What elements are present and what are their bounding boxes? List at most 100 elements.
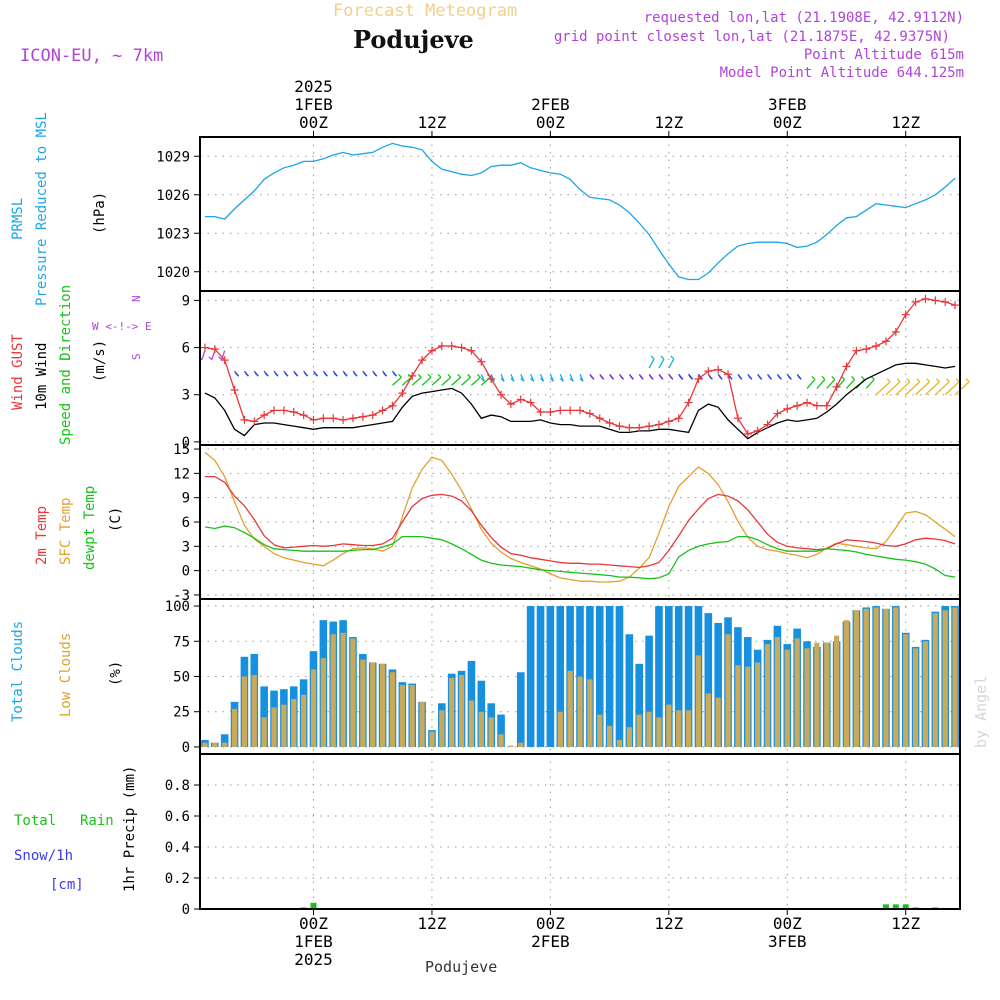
- rain-bar: [310, 902, 317, 909]
- low-cloud-bar: [873, 607, 879, 747]
- time-label-top: 00Z: [773, 113, 802, 132]
- low-cloud-bar: [676, 710, 682, 747]
- rain-bar: [902, 904, 909, 909]
- wind-flags-yellow-c: [875, 378, 970, 396]
- temp2m-line: [204, 475, 956, 569]
- gust-marker: [595, 414, 604, 423]
- gust-marker: [220, 356, 229, 365]
- low-cloud-bar: [291, 699, 297, 747]
- wind-flags-purple-b: [678, 373, 802, 380]
- total-cloud-bar: [625, 634, 634, 747]
- time-label-top: 2FEB: [531, 95, 570, 114]
- low-cloud-bar: [824, 642, 830, 747]
- total-clouds-label: Total Clouds: [10, 621, 26, 722]
- gust-marker: [270, 406, 279, 415]
- wind-barb-head: [639, 375, 644, 380]
- low-cloud-bar: [863, 608, 869, 747]
- low-cloud-bar: [774, 637, 781, 747]
- wind-barb-head: [304, 372, 309, 377]
- wind-barb: [826, 378, 836, 389]
- wind-barb-head: [447, 373, 452, 378]
- low-cloud-bar: [449, 677, 455, 747]
- low-cloud-bar: [715, 697, 721, 747]
- wind-barb-head: [600, 375, 605, 380]
- wind-barb-head: [787, 375, 792, 380]
- wind-barb-head: [811, 375, 816, 380]
- wind-barb-head: [650, 355, 655, 360]
- total-cloud-bar: [546, 606, 555, 747]
- low-cloud-bar: [212, 742, 218, 747]
- low-cloud-bar: [478, 711, 484, 747]
- wind-barb: [816, 378, 826, 389]
- wind-barb-head: [373, 372, 378, 377]
- wind-barb: [905, 381, 921, 396]
- time-label-top: 1FEB: [294, 95, 333, 114]
- rain-label-b: Rain: [80, 813, 114, 829]
- gust-marker: [615, 422, 624, 431]
- temp2m-label: 2m Temp: [34, 506, 50, 565]
- time-label-top: 2025: [294, 77, 333, 96]
- wind-barb-head: [314, 372, 318, 377]
- wind-barb-head: [363, 372, 368, 377]
- gust-marker: [398, 389, 407, 398]
- wind-barb-head: [510, 377, 515, 382]
- wind-barb-head: [383, 372, 388, 377]
- wind-barb-head: [244, 372, 249, 377]
- gust-marker: [674, 414, 683, 423]
- wind-barb-head: [831, 375, 836, 380]
- gust-label: Wind GUST: [10, 334, 26, 410]
- total-cloud-bar: [704, 613, 713, 747]
- wind-barb: [461, 376, 471, 386]
- time-label-top: 12Z: [891, 113, 920, 132]
- gust-marker: [388, 401, 397, 410]
- gust-marker: [803, 398, 812, 407]
- gust-marker: [872, 342, 881, 350]
- wind-barb: [201, 350, 206, 360]
- time-label-bottom: 3FEB: [768, 932, 807, 951]
- low-cloud-bar: [379, 663, 386, 747]
- low-cloud-bar: [301, 694, 307, 747]
- gust-marker: [724, 370, 733, 379]
- gust-marker: [576, 406, 584, 415]
- total-cloud-bar: [635, 663, 644, 747]
- total-cloud-bar: [674, 606, 683, 747]
- pressure-panel: 1020 1023 1026 1029: [156, 137, 960, 291]
- gust-marker: [822, 401, 831, 410]
- precip-panel: 0 0.2 0.4 0.6 0.8: [165, 754, 960, 918]
- gust-marker: [437, 342, 446, 350]
- gust-marker: [348, 414, 357, 423]
- low-cloud-bar: [705, 693, 711, 747]
- gust-marker: [309, 415, 318, 424]
- dewpt-label: dewpt Temp: [82, 486, 98, 570]
- page-title: Podujeve: [353, 25, 474, 54]
- temp-ytick-label: 6: [182, 515, 190, 531]
- wind-barb: [885, 381, 901, 396]
- low-cloud-bar: [468, 700, 475, 747]
- gust-marker: [684, 398, 693, 407]
- gust-marker: [891, 327, 900, 336]
- low-cloud-bar: [932, 613, 938, 747]
- low-cloud-bar: [281, 704, 287, 747]
- wind-barb-head: [467, 373, 472, 378]
- total-cloud-bar: [684, 606, 693, 747]
- low-cloud-bar: [222, 742, 228, 747]
- gust-marker: [289, 408, 298, 416]
- low-cloud-bar: [202, 742, 208, 747]
- wind-barb-head: [294, 372, 299, 377]
- gust-marker: [546, 408, 555, 416]
- wind-ytick-label: 0: [182, 435, 190, 451]
- wind-barb: [392, 376, 402, 386]
- wind-barb-head: [659, 375, 664, 380]
- wind-flags-cyan-peak: [648, 355, 675, 369]
- low-cloud-bar: [360, 659, 366, 747]
- gust-marker: [378, 406, 387, 415]
- low-cloud-bar: [853, 610, 859, 747]
- gust-marker: [427, 346, 436, 355]
- gust-marker: [852, 346, 861, 355]
- total-cloud-bar: [665, 606, 673, 747]
- low-cloud-bar: [557, 711, 563, 747]
- low-cloud-bar: [340, 632, 346, 747]
- low-cloud-bar: [498, 734, 504, 747]
- wind-flags-blue-left: [234, 370, 397, 377]
- low-cloud-bar: [399, 684, 405, 747]
